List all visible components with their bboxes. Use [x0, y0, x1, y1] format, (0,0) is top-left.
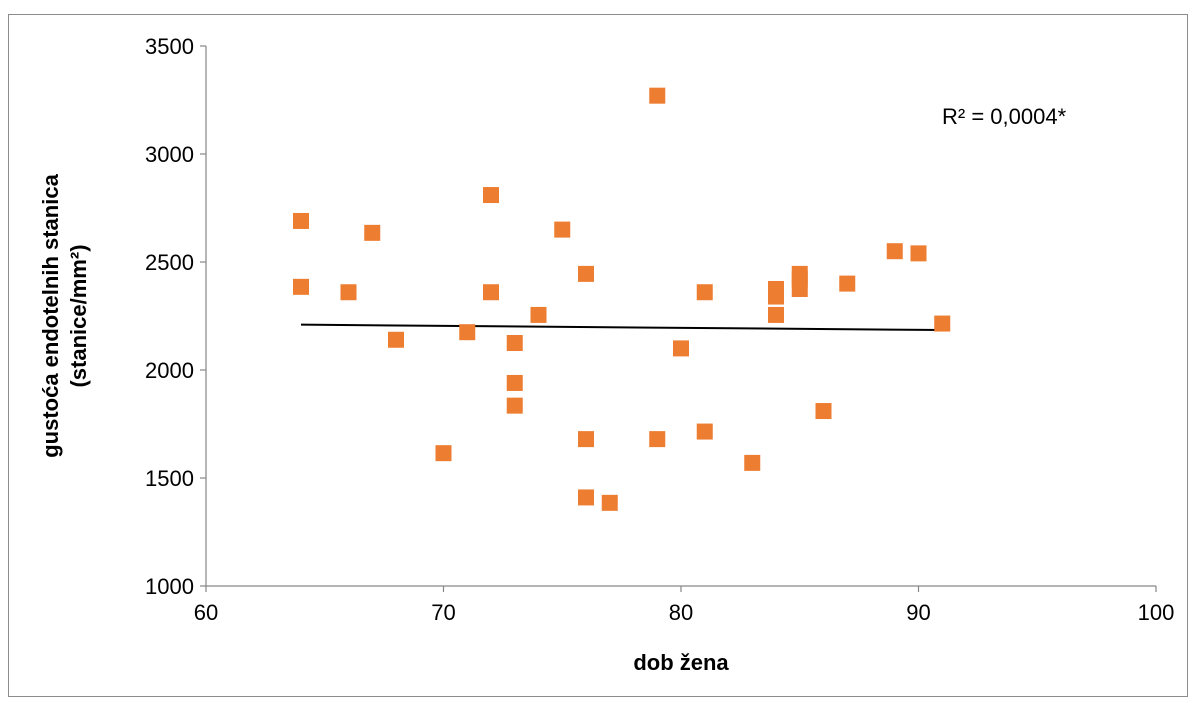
- data-point: [506, 335, 523, 351]
- chart-frame: [8, 14, 1188, 697]
- data-point: [696, 284, 713, 301]
- axes: 1000 1500 2000 2500 3000 3500 60 70 80 90 100: [145, 34, 1174, 625]
- data-point: [649, 87, 666, 104]
- x-tick-label: 90: [906, 600, 930, 625]
- data-point: [506, 397, 523, 414]
- data-point: [293, 278, 309, 295]
- y-tick-label: 3000: [145, 142, 194, 167]
- points-group: [293, 87, 951, 511]
- data-point: [744, 454, 761, 471]
- y-axis-title-line1: gustoća endotelnih stanica: [38, 173, 63, 457]
- trendline: [300, 323, 943, 332]
- data-point: [340, 284, 357, 301]
- trendline-group: [300, 323, 943, 332]
- data-point: [601, 494, 618, 511]
- data-point: [388, 331, 404, 348]
- y-tick-label: 2000: [145, 358, 194, 383]
- data-point: [696, 423, 713, 440]
- data-point: [673, 340, 689, 357]
- data-point: [815, 403, 832, 420]
- data-point: [435, 445, 452, 462]
- x-axis-title: dob žena: [633, 650, 729, 675]
- data-point: [578, 489, 594, 506]
- data-point: [934, 315, 951, 332]
- y-axis-title: gustoća endotelnih stanica (stanice/mm²): [38, 173, 91, 457]
- data-point: [578, 265, 594, 282]
- data-point: [364, 224, 381, 241]
- x-tick-label: 70: [431, 600, 455, 625]
- data-point: [886, 243, 903, 260]
- data-point: [839, 275, 856, 292]
- data-point: [293, 212, 309, 229]
- data-point: [768, 306, 784, 323]
- y-tick-label: 3500: [145, 34, 194, 59]
- data-point: [459, 324, 476, 341]
- x-tick-label: 100: [1138, 600, 1175, 625]
- data-point: [649, 431, 666, 448]
- y-tick-label: 2500: [145, 250, 194, 275]
- y-tick-label: 1500: [145, 466, 194, 491]
- y-tick-label: 1000: [145, 574, 194, 599]
- r-squared-annotation: R² = 0,0004*: [942, 104, 1067, 129]
- y-axis-title-line2: (stanice/mm²): [66, 244, 91, 387]
- data-point: [483, 284, 499, 301]
- data-point: [791, 281, 808, 297]
- x-tick-label: 60: [194, 600, 218, 625]
- data-point: [910, 245, 927, 262]
- data-point: [506, 374, 523, 391]
- data-point: [768, 288, 784, 305]
- x-tick-label: 80: [669, 600, 693, 625]
- data-point: [554, 221, 571, 238]
- data-point: [578, 431, 594, 448]
- data-point: [483, 187, 499, 204]
- data-point: [530, 306, 547, 323]
